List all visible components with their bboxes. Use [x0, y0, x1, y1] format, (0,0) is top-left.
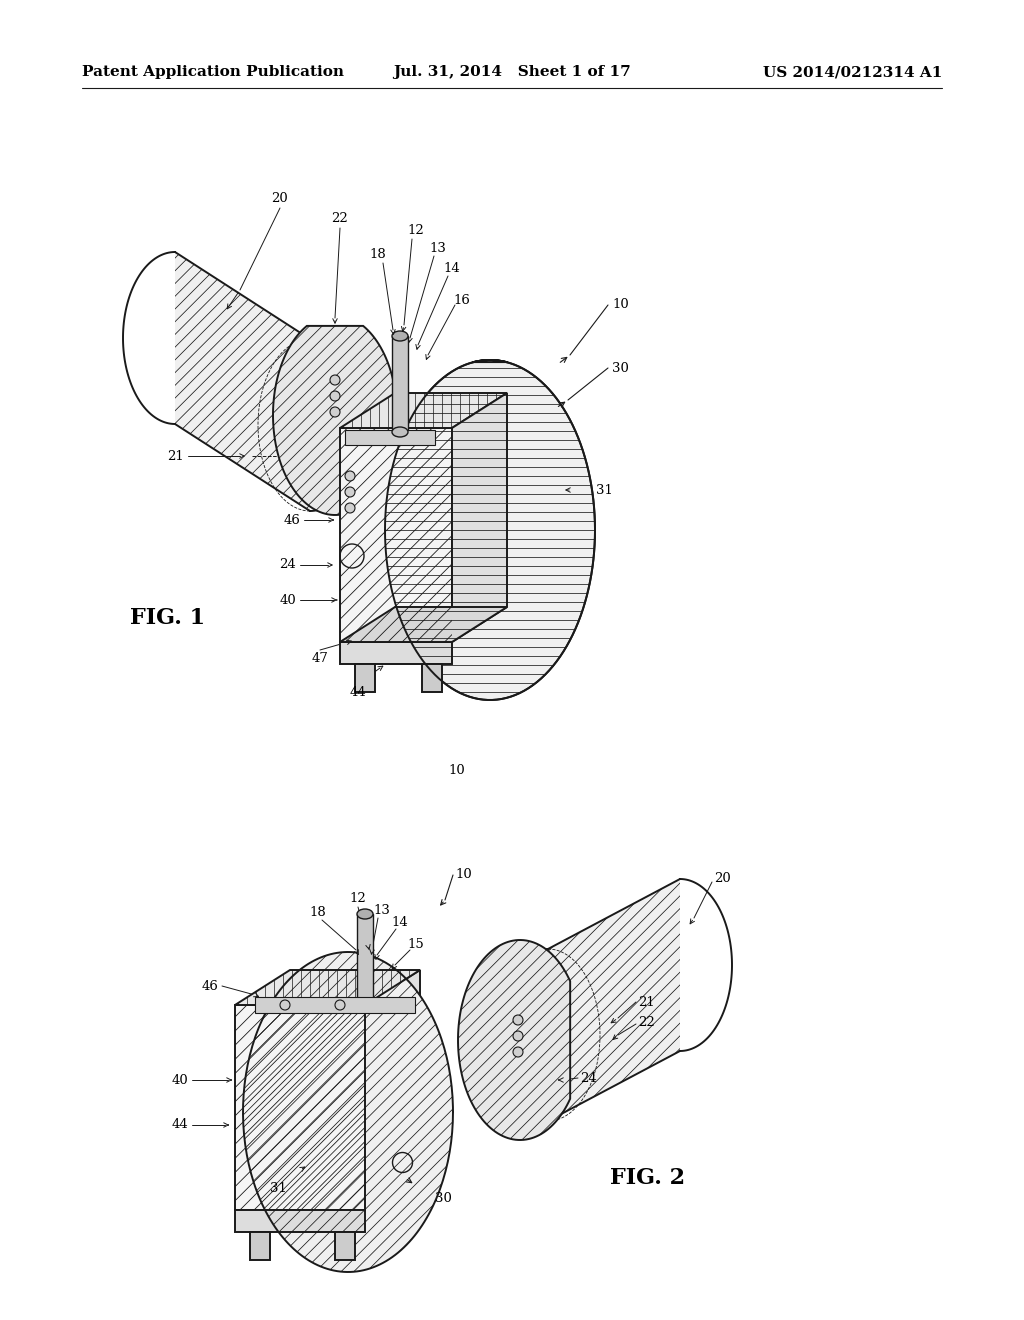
Ellipse shape — [392, 426, 408, 437]
Text: 22: 22 — [638, 1015, 654, 1028]
Text: 24: 24 — [580, 1072, 597, 1085]
Text: 47: 47 — [311, 652, 329, 664]
Text: Jul. 31, 2014   Sheet 1 of 17: Jul. 31, 2014 Sheet 1 of 17 — [393, 65, 631, 79]
Polygon shape — [340, 607, 507, 642]
Text: 10: 10 — [449, 763, 465, 776]
Ellipse shape — [357, 909, 373, 919]
Text: 31: 31 — [269, 1181, 287, 1195]
Text: 22: 22 — [332, 211, 348, 224]
Text: 30: 30 — [435, 1192, 452, 1204]
Circle shape — [330, 391, 340, 401]
Text: 21: 21 — [167, 450, 184, 462]
Circle shape — [330, 407, 340, 417]
Circle shape — [345, 471, 355, 480]
Polygon shape — [365, 970, 420, 1210]
Text: 40: 40 — [171, 1073, 188, 1086]
Polygon shape — [357, 913, 373, 1010]
Text: 13: 13 — [374, 903, 390, 916]
Ellipse shape — [392, 331, 408, 341]
Text: FIG. 2: FIG. 2 — [610, 1167, 685, 1189]
Circle shape — [280, 1001, 290, 1010]
Text: 10: 10 — [455, 869, 472, 882]
Text: 31: 31 — [596, 483, 613, 496]
Polygon shape — [422, 664, 442, 692]
Text: 10: 10 — [612, 298, 629, 312]
Text: 15: 15 — [408, 939, 424, 952]
Polygon shape — [175, 252, 310, 511]
Text: 46: 46 — [283, 513, 300, 527]
Text: 16: 16 — [454, 293, 470, 306]
Polygon shape — [340, 393, 507, 428]
Polygon shape — [234, 1210, 365, 1232]
Polygon shape — [234, 970, 420, 1005]
Circle shape — [345, 487, 355, 498]
Text: 13: 13 — [429, 242, 446, 255]
Polygon shape — [255, 997, 415, 1012]
Text: 20: 20 — [714, 871, 731, 884]
Polygon shape — [273, 326, 397, 515]
Text: 30: 30 — [612, 362, 629, 375]
Text: 21: 21 — [638, 995, 654, 1008]
Text: 44: 44 — [171, 1118, 188, 1131]
Polygon shape — [548, 879, 680, 1121]
Polygon shape — [340, 428, 452, 642]
Polygon shape — [355, 664, 375, 692]
Text: FIG. 1: FIG. 1 — [130, 607, 206, 630]
Text: 24: 24 — [280, 558, 296, 572]
Polygon shape — [340, 642, 452, 664]
Polygon shape — [458, 940, 570, 1140]
Polygon shape — [345, 430, 435, 445]
Text: US 2014/0212314 A1: US 2014/0212314 A1 — [763, 65, 942, 79]
Circle shape — [513, 1015, 523, 1026]
Text: 44: 44 — [349, 685, 367, 698]
Polygon shape — [392, 337, 408, 432]
Circle shape — [513, 1047, 523, 1057]
Text: 12: 12 — [408, 223, 424, 236]
Text: 46: 46 — [201, 979, 218, 993]
Circle shape — [513, 1031, 523, 1041]
Polygon shape — [385, 360, 595, 700]
Polygon shape — [243, 952, 453, 1272]
Text: 14: 14 — [391, 916, 409, 928]
Text: 40: 40 — [280, 594, 296, 606]
Polygon shape — [250, 1232, 270, 1261]
Text: 14: 14 — [443, 261, 461, 275]
Circle shape — [345, 503, 355, 513]
Circle shape — [330, 375, 340, 385]
Text: Patent Application Publication: Patent Application Publication — [82, 65, 344, 79]
Text: 18: 18 — [370, 248, 386, 261]
Polygon shape — [234, 1005, 365, 1210]
Polygon shape — [452, 393, 507, 642]
Text: 20: 20 — [271, 191, 289, 205]
Text: 12: 12 — [349, 891, 367, 904]
Polygon shape — [335, 1232, 355, 1261]
Circle shape — [335, 1001, 345, 1010]
Text: 18: 18 — [309, 906, 327, 919]
